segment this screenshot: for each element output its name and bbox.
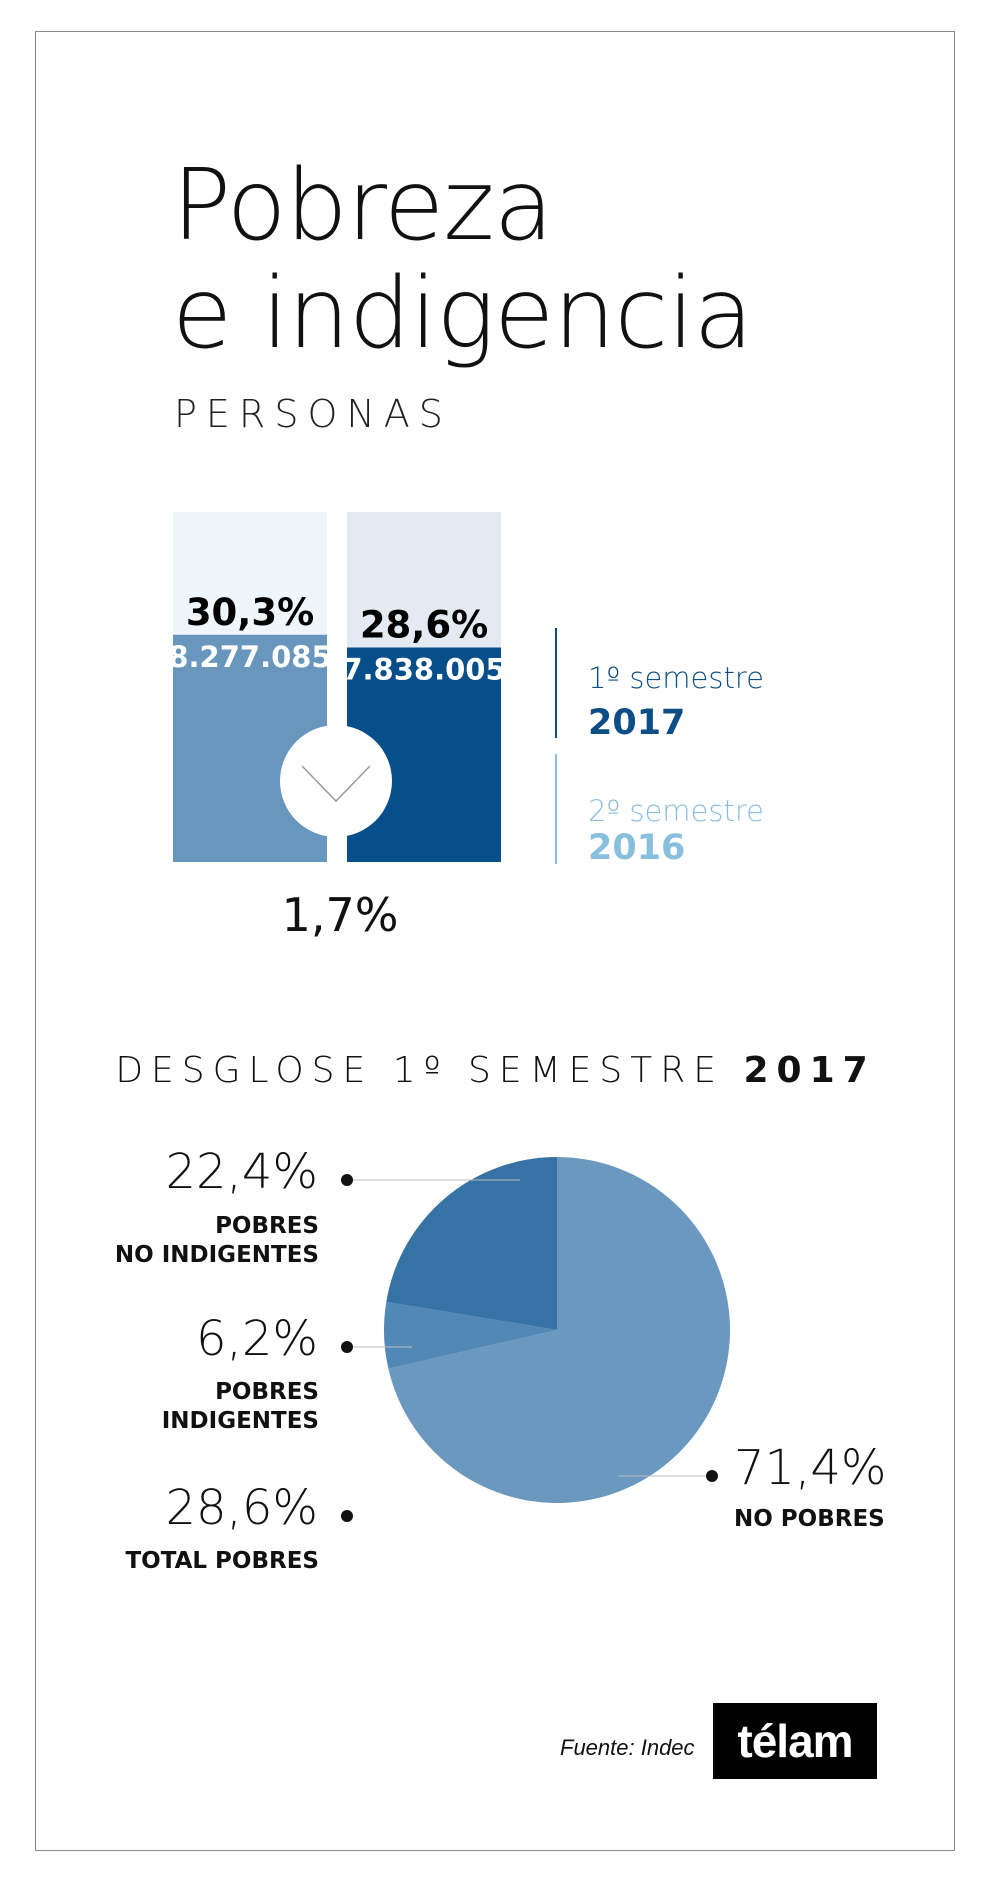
slice-name-indigentes-line1: POBRES [215,1379,319,1405]
legend-dot-no-pobres [706,1470,718,1482]
slice-value-no-indigentes: 22,4% [165,1144,318,1200]
source-note: Fuente: Indec [560,1735,695,1760]
slice-name-no-indigentes: POBRES NO INDIGENTES [115,1212,319,1270]
pie-slice-no-pobres [388,1157,730,1503]
legend-dot-indigentes [341,1341,353,1353]
legend-dot-total [341,1510,353,1522]
slice-name-indigentes-line2: INDIGENTES [161,1408,319,1434]
slice-name-no-indigentes-line2: NO INDIGENTES [114,1242,319,1268]
legend-year-2017: 2017 [588,703,686,743]
change-label: 1,7% [281,888,399,942]
telam-logo: télam [713,1703,877,1779]
section-title-text: DESGLOSE 1º SEMESTRE [115,1050,725,1091]
total-pobres-label: TOTAL POBRES [125,1548,319,1574]
infographic-frame [35,31,955,1851]
title-line-1: Pobreza [172,149,554,263]
slice-name-indigentes: POBRES INDIGENTES [162,1378,319,1436]
legend-marker-2017 [555,628,557,738]
legend-marker-2016 [555,754,557,864]
legend-year-2016: 2016 [588,828,686,868]
legend-label-2016: 2º semestre [588,794,764,828]
legend-label-2017: 1º semestre [588,661,764,695]
title-line-2: e indigencia [172,257,754,371]
bar-chart: 30,3% 8.277.085 28,6% 7.838.005 [168,512,505,862]
slice-value-indigentes: 6,2% [196,1311,318,1367]
bar-2016-value-label: 30,3% [186,591,314,634]
page-subtitle: PERSONAS [174,392,452,436]
slice-name-no-pobres: NO POBRES [734,1506,885,1532]
chevron-down-icon [280,725,392,837]
bar-2016-persons-label: 8.277.085 [168,640,331,674]
section-title-year: 2017 [743,1050,876,1091]
pie-slice-indigentes [384,1301,557,1369]
bar-2017-value-label: 28,6% [360,604,488,647]
slice-value-no-pobres: 71,4% [734,1440,887,1496]
section-title: DESGLOSE 1º SEMESTRE 2017 [0,1050,991,1091]
page-title: Pobreza e indigencia [172,149,754,371]
slice-name-no-indigentes-line1: POBRES [215,1213,319,1239]
total-pobres-value: 28,6% [165,1480,318,1536]
bar-2017-persons-label: 7.838.005 [342,653,505,687]
pie-slice-no-indigentes [386,1157,557,1330]
legend-dot-no-indigentes [341,1174,353,1186]
